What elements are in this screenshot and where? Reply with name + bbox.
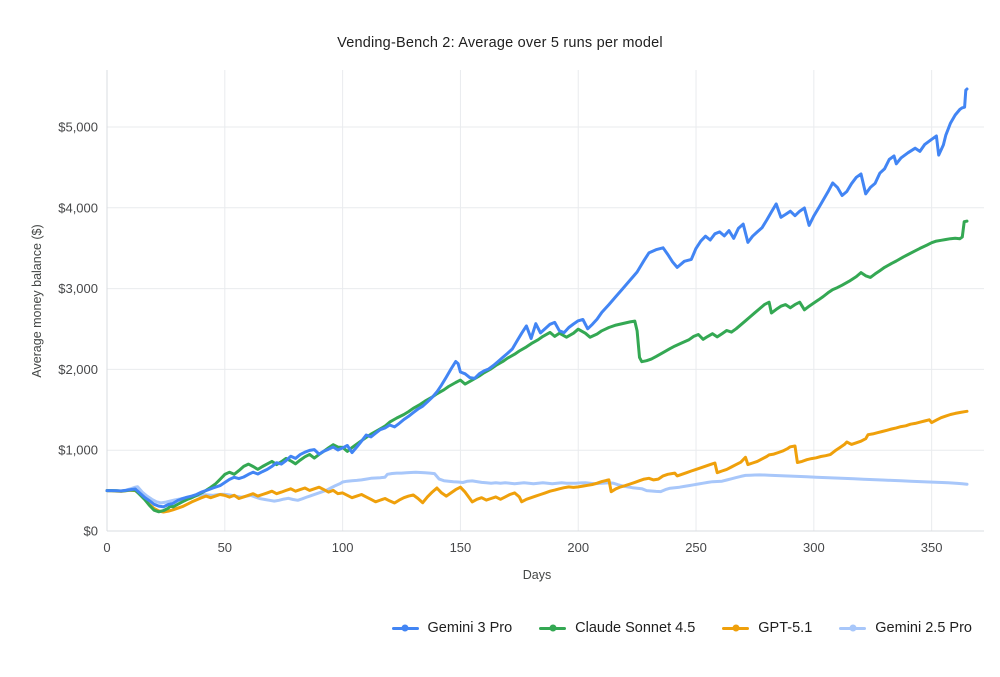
- chart-legend: Gemini 3 Pro Claude Sonnet 4.5 GPT-5.1 G…: [391, 620, 972, 636]
- y-tick-label: $1,000: [58, 443, 98, 458]
- line-swatch-icon: [391, 624, 419, 632]
- x-tick-label: 250: [685, 540, 707, 555]
- x-tick-label: 100: [332, 540, 354, 555]
- legend-label: Gemini 2.5 Pro: [875, 620, 972, 636]
- point-dot-icon: [549, 624, 557, 632]
- legend-item-gemini-2-5-pro[interactable]: Gemini 2.5 Pro: [839, 620, 972, 636]
- series-line-claude-sonnet-4-5: [105, 219, 969, 514]
- series-line-gpt-5-1: [105, 409, 969, 514]
- legend-label: Claude Sonnet 4.5: [575, 620, 696, 636]
- point-dot-icon: [849, 624, 857, 632]
- line-swatch-icon: [722, 624, 750, 632]
- x-tick-label: 350: [921, 540, 943, 555]
- legend-label: Gemini 3 Pro: [427, 620, 513, 636]
- legend-label: GPT-5.1: [758, 620, 813, 636]
- legend-item-gemini-3-pro[interactable]: Gemini 3 Pro: [391, 620, 513, 636]
- y-tick-label: $5,000: [58, 120, 98, 135]
- chart-title: Vending-Bench 2: Average over 5 runs per…: [337, 35, 663, 51]
- series-line-gemini-3-pro: [105, 87, 969, 509]
- line-swatch-icon: [839, 624, 867, 632]
- x-axis-title: Days: [522, 568, 552, 582]
- legend-item-gpt-5-1[interactable]: GPT-5.1: [722, 620, 812, 636]
- x-tick-label: 300: [803, 540, 825, 555]
- legend-item-claude-sonnet-4-5[interactable]: Claude Sonnet 4.5: [539, 620, 695, 636]
- point-dot-icon: [401, 624, 409, 632]
- y-tick-label: $3,000: [58, 281, 98, 296]
- line-swatch-icon: [539, 624, 567, 632]
- y-tick-label: $2,000: [58, 362, 98, 377]
- y-tick-label: $4,000: [58, 200, 98, 215]
- point-dot-icon: [732, 624, 740, 632]
- y-tick-label: $0: [84, 524, 98, 539]
- x-tick-label: 0: [103, 540, 110, 555]
- x-tick-label: 200: [567, 540, 589, 555]
- x-tick-label: 150: [450, 540, 472, 555]
- x-tick-label: 50: [218, 540, 232, 555]
